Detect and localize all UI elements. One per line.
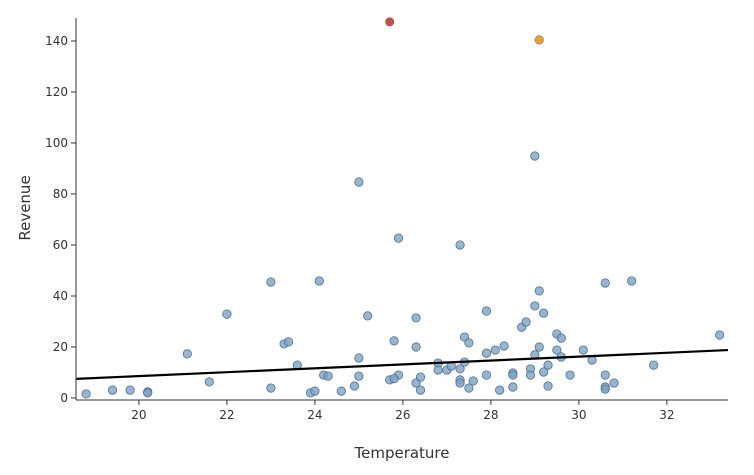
data-point — [349, 381, 360, 391]
data-point — [578, 345, 588, 355]
data-point — [336, 386, 346, 396]
data-point — [455, 364, 465, 374]
data-point — [464, 338, 474, 348]
data-point — [481, 348, 492, 358]
data-point — [125, 385, 135, 395]
data-point — [481, 306, 492, 316]
data-point — [222, 309, 232, 319]
data-point — [649, 360, 659, 370]
data-point — [543, 360, 553, 370]
data-point — [389, 336, 399, 346]
data-point — [411, 313, 421, 323]
data-point — [499, 341, 509, 351]
data-point — [600, 384, 610, 394]
x-tick-label: 20 — [131, 408, 146, 422]
data-point — [534, 342, 544, 352]
data-point — [363, 311, 373, 321]
data-point — [530, 301, 540, 311]
x-tick-label: 30 — [571, 408, 586, 422]
data-point — [525, 370, 536, 380]
axes: 20 22 24 26 28 30 32 0 20 40 60 80 100 120 140 — [45, 18, 728, 422]
data-point — [354, 371, 364, 381]
data-point — [433, 365, 443, 375]
x-tick-label: 28 — [483, 408, 498, 422]
data-point — [508, 370, 518, 380]
highlighted-point — [385, 17, 395, 27]
data-point — [455, 378, 465, 388]
y-tick-label: 120 — [45, 85, 68, 99]
data-point — [530, 151, 540, 161]
data-point — [81, 389, 91, 399]
data-point — [182, 349, 192, 359]
data-point — [107, 385, 118, 395]
data-point — [266, 277, 276, 287]
data-point — [539, 367, 549, 377]
data-point — [415, 372, 426, 382]
data-point — [455, 240, 465, 250]
data-point — [310, 386, 320, 396]
data-point — [143, 388, 153, 398]
data-point — [552, 345, 562, 355]
data-point — [393, 233, 404, 243]
data-point — [314, 276, 324, 286]
data-point — [481, 370, 492, 380]
y-axis-label: Revenue — [16, 175, 34, 240]
data-point — [415, 385, 426, 395]
data-point — [565, 370, 575, 380]
data-point — [609, 378, 619, 388]
x-tick-label: 26 — [395, 408, 410, 422]
x-tick-label: 32 — [659, 408, 674, 422]
data-point — [534, 286, 544, 296]
y-tick-label: 0 — [60, 391, 68, 405]
data-point — [490, 345, 500, 355]
x-tick-label: 24 — [307, 408, 322, 422]
data-point — [468, 376, 478, 386]
y-tick-label: 60 — [53, 238, 68, 252]
data-point — [600, 278, 610, 288]
data-point — [556, 333, 566, 343]
data-point — [411, 342, 421, 352]
x-tick-label: 22 — [219, 408, 234, 422]
data-point — [204, 377, 214, 387]
y-tick-label: 80 — [53, 187, 68, 201]
y-tick-label: 40 — [53, 289, 68, 303]
data-point — [266, 383, 276, 393]
data-point — [283, 337, 294, 347]
data-point — [715, 330, 725, 340]
plot-area — [75, 17, 729, 399]
data-point — [600, 370, 610, 380]
data-point — [464, 383, 474, 393]
data-point — [354, 353, 364, 363]
highlighted-point — [534, 35, 544, 45]
x-axis-label: Temperature — [353, 444, 449, 462]
y-tick-label: 140 — [45, 34, 68, 48]
data-point — [508, 382, 518, 392]
data-point — [323, 371, 333, 381]
data-point — [389, 374, 399, 384]
data-point — [521, 317, 531, 327]
data-point — [543, 381, 553, 391]
trend-line — [75, 348, 729, 380]
data-point — [354, 177, 364, 187]
y-tick-label: 100 — [45, 136, 68, 150]
data-point — [627, 276, 637, 286]
data-point — [495, 385, 505, 395]
y-tick-label: 20 — [53, 340, 68, 354]
data-point — [539, 308, 549, 318]
